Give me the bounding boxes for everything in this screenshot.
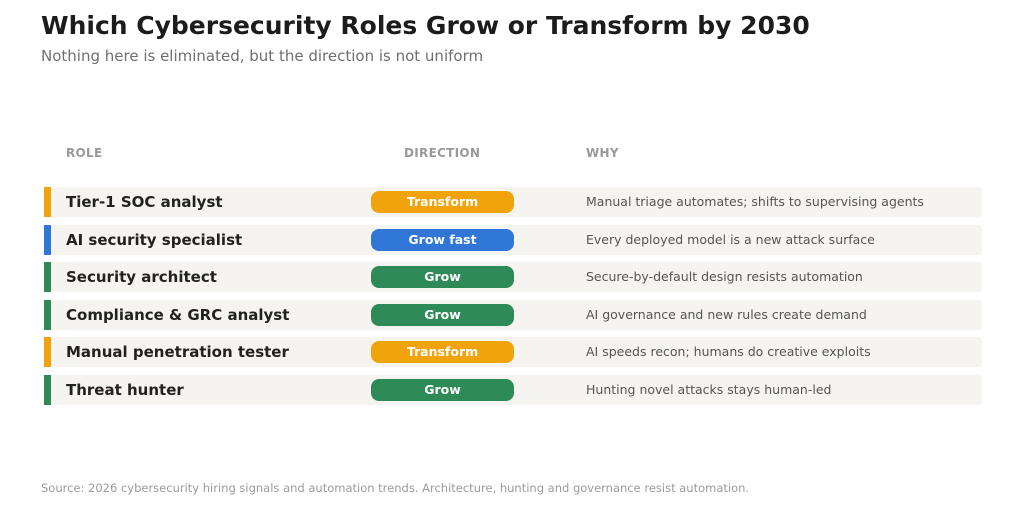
role-name: Manual penetration tester: [66, 343, 289, 361]
row-accent-bar: [44, 375, 51, 405]
page-subtitle: Nothing here is eliminated, but the dire…: [41, 47, 484, 65]
table-row: AI security specialist Grow fast Every d…: [44, 225, 982, 255]
row-accent-bar: [44, 225, 51, 255]
table-row: Tier-1 SOC analyst Transform Manual tria…: [44, 187, 982, 217]
row-accent-bar: [44, 187, 51, 217]
direction-badge: Transform: [371, 341, 514, 363]
row-accent-bar: [44, 337, 51, 367]
table-row: Security architect Grow Secure-by-defaul…: [44, 262, 982, 292]
reason-text: AI governance and new rules create deman…: [586, 307, 867, 322]
page-title: Which Cybersecurity Roles Grow or Transf…: [41, 11, 810, 40]
role-name: Compliance & GRC analyst: [66, 306, 290, 324]
reason-text: AI speeds recon; humans do creative expl…: [586, 344, 871, 359]
table-row: Manual penetration tester Transform AI s…: [44, 337, 982, 367]
role-name: Tier-1 SOC analyst: [66, 193, 223, 211]
row-accent-bar: [44, 262, 51, 292]
direction-badge: Grow: [371, 266, 514, 288]
reason-text: Hunting novel attacks stays human-led: [586, 382, 832, 397]
table-row: Compliance & GRC analyst Grow AI governa…: [44, 300, 982, 330]
role-name: Threat hunter: [66, 381, 184, 399]
reason-text: Secure-by-default design resists automat…: [586, 269, 863, 284]
column-header-role: ROLE: [66, 146, 103, 160]
reason-text: Every deployed model is a new attack sur…: [586, 232, 875, 247]
column-header-why: WHY: [586, 146, 619, 160]
direction-badge: Grow: [371, 379, 514, 401]
column-header-direction: DIRECTION: [404, 146, 481, 160]
role-name: Security architect: [66, 268, 217, 286]
source-note: Source: 2026 cybersecurity hiring signal…: [41, 481, 750, 495]
reason-text: Manual triage automates; shifts to super…: [586, 194, 924, 209]
role-name: AI security specialist: [66, 231, 243, 249]
direction-badge: Grow fast: [371, 229, 514, 251]
row-accent-bar: [44, 300, 51, 330]
direction-badge: Transform: [371, 191, 514, 213]
table-row: Threat hunter Grow Hunting novel attacks…: [44, 375, 982, 405]
direction-badge: Grow: [371, 304, 514, 326]
